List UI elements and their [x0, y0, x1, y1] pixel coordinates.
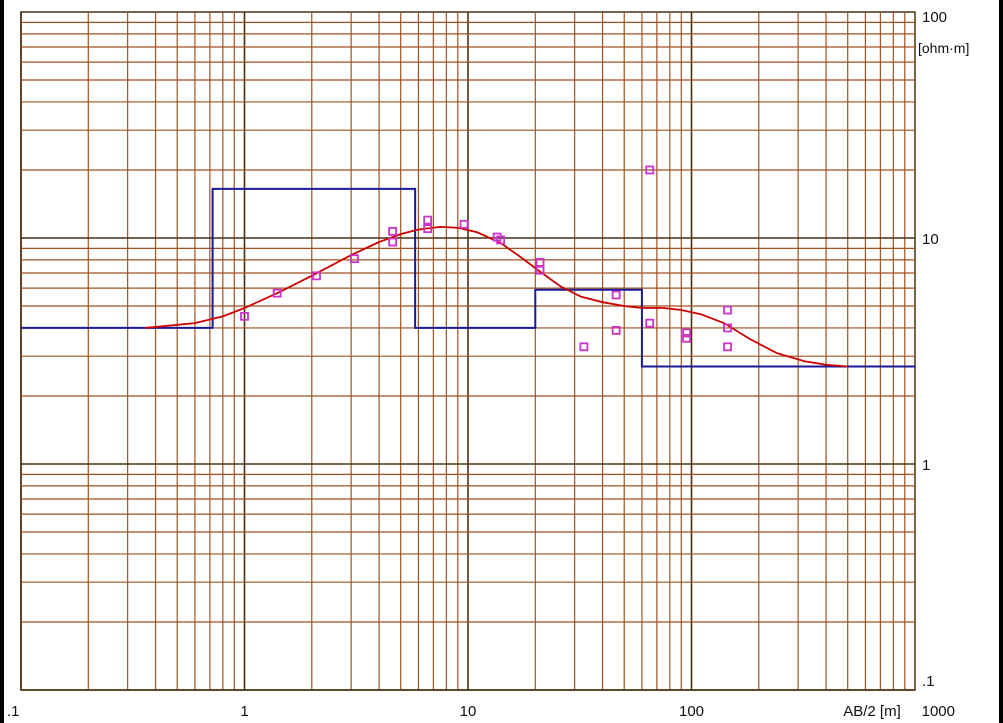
measured-points — [240, 165, 732, 352]
measured-point — [535, 265, 545, 275]
measured-point — [723, 342, 732, 352]
measured-point — [423, 224, 433, 234]
measured-point — [388, 237, 398, 247]
measured-point — [645, 318, 655, 328]
layer-model-line — [21, 187, 915, 368]
x-tick-label: 1 — [240, 703, 248, 720]
sounding-chart: .1 1 10 100 1000 100 10 1 .1 [ohm·m] AB/2 [m] — [7, 9, 969, 720]
measured-point — [496, 235, 506, 245]
measured-point — [611, 326, 621, 335]
measured-point — [349, 254, 359, 264]
layer-model — [21, 187, 915, 368]
y-tick-label: 1 — [922, 457, 930, 474]
model-curve-line — [145, 225, 848, 368]
x-tick-label: 100 — [679, 703, 704, 720]
chart-frame: .1 1 10 100 1000 100 10 1 .1 [ohm·m] AB/2 [m] — [4, 0, 999, 723]
grid — [20, 12, 915, 691]
measured-point — [723, 305, 732, 315]
measured-point — [645, 165, 655, 175]
measured-point — [579, 342, 589, 352]
x-tick-label: 1000 — [922, 703, 955, 720]
measured-point — [272, 288, 282, 298]
measured-point — [611, 290, 621, 300]
y-tick-labels: 100 10 1 .1 — [922, 9, 947, 690]
measured-point — [423, 215, 433, 225]
x-tick-label: .1 — [7, 703, 20, 720]
measured-point — [312, 271, 321, 281]
x-tick-label: 10 — [460, 703, 477, 720]
x-unit-label: AB/2 [m] — [843, 703, 901, 720]
y-tick-label: .1 — [922, 673, 935, 690]
measured-point — [388, 226, 398, 236]
x-tick-labels: .1 1 10 100 1000 — [7, 703, 955, 720]
y-unit-label: [ohm·m] — [918, 40, 969, 56]
measured-point — [459, 219, 469, 229]
measured-point — [723, 323, 732, 333]
measured-point — [682, 333, 691, 343]
measured-point — [240, 311, 249, 321]
measured-point — [682, 328, 691, 338]
y-tick-label: 100 — [922, 9, 947, 26]
model-curve — [145, 225, 848, 368]
y-tick-label: 10 — [922, 231, 939, 248]
